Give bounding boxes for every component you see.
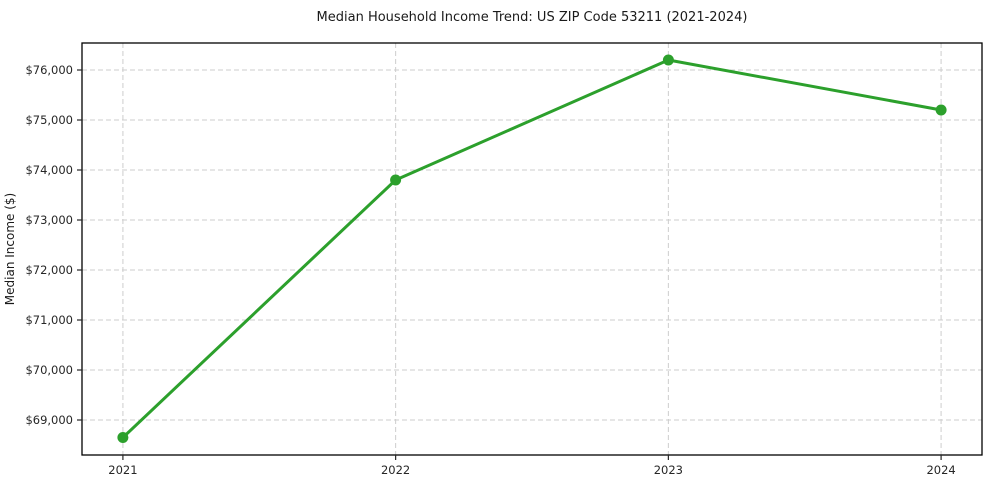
x-tick-label: 2022: [381, 463, 410, 477]
data-point-2022: [390, 174, 402, 186]
axes: $69,000 $70,000 $71,000 $72,000 $73,000 $74,0…: [25, 42, 983, 477]
x-tick-label: 2024: [926, 463, 955, 477]
y-tick-label: $74,000: [25, 163, 73, 177]
data-point-2024: [935, 104, 947, 116]
data-point-2023: [662, 54, 674, 66]
y-tick-label: $70,000: [25, 363, 73, 377]
x-tick-label: 2021: [108, 463, 137, 477]
y-tick-label: $75,000: [25, 113, 73, 127]
x-tick-label: 2023: [654, 463, 683, 477]
y-tick-label: $72,000: [25, 263, 73, 277]
trend-line: [121, 58, 943, 439]
data-point-2021: [117, 432, 129, 443]
y-tick-label: $76,000: [25, 63, 73, 77]
y-axis-label: Median Income ($): [3, 193, 17, 305]
data-series: [117, 54, 947, 443]
y-tick-label: $69,000: [25, 413, 73, 427]
chart-title: Median Household Income Trend: US ZIP Co…: [317, 10, 748, 25]
plot-border: [81, 42, 983, 456]
y-tick-label: $71,000: [25, 313, 73, 327]
gridlines: [82, 43, 982, 455]
y-tick-label: $73,000: [25, 213, 73, 227]
